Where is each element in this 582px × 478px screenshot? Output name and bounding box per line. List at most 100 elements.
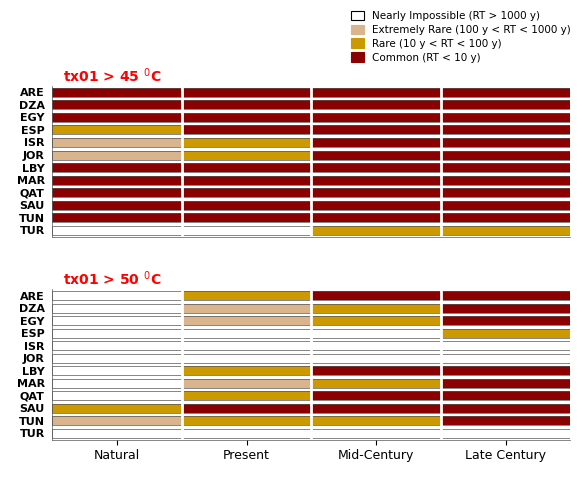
Bar bbox=[52, 316, 182, 325]
Bar bbox=[441, 329, 570, 337]
Bar bbox=[52, 188, 182, 197]
Bar bbox=[52, 88, 570, 97]
Bar bbox=[182, 226, 311, 235]
Bar bbox=[52, 416, 182, 425]
Bar bbox=[52, 366, 570, 375]
Bar bbox=[182, 416, 311, 425]
Bar bbox=[182, 213, 311, 222]
Bar bbox=[441, 354, 570, 363]
Bar bbox=[441, 316, 570, 325]
Bar bbox=[182, 151, 311, 160]
Bar bbox=[52, 100, 570, 109]
Bar bbox=[441, 100, 570, 109]
Bar bbox=[182, 100, 311, 109]
Bar bbox=[182, 354, 311, 363]
Bar bbox=[311, 416, 441, 425]
Bar bbox=[311, 163, 441, 172]
Bar bbox=[52, 416, 570, 425]
Bar bbox=[311, 379, 441, 388]
Bar bbox=[52, 341, 570, 350]
Bar bbox=[311, 341, 441, 350]
Bar bbox=[311, 100, 441, 109]
Bar bbox=[311, 188, 441, 197]
Bar bbox=[52, 113, 570, 122]
Bar bbox=[52, 151, 182, 160]
Text: tx01 > 45 $^0$C: tx01 > 45 $^0$C bbox=[63, 66, 161, 85]
Bar bbox=[52, 100, 182, 109]
Bar bbox=[52, 354, 570, 363]
Bar bbox=[311, 404, 441, 413]
Bar bbox=[52, 213, 570, 222]
Bar bbox=[311, 316, 441, 325]
Bar bbox=[52, 226, 182, 235]
Bar bbox=[52, 304, 570, 313]
Bar bbox=[182, 163, 311, 172]
Bar bbox=[52, 329, 182, 337]
Bar bbox=[441, 291, 570, 300]
Bar bbox=[52, 151, 570, 160]
Bar bbox=[311, 138, 441, 147]
Bar bbox=[311, 175, 441, 185]
Bar bbox=[441, 341, 570, 350]
Bar bbox=[52, 316, 570, 325]
Bar bbox=[441, 201, 570, 210]
Text: tx01 > 50 $^0$C: tx01 > 50 $^0$C bbox=[63, 270, 161, 288]
Bar bbox=[182, 201, 311, 210]
Bar bbox=[52, 404, 182, 413]
Bar bbox=[182, 125, 311, 134]
Bar bbox=[311, 125, 441, 134]
Bar bbox=[182, 138, 311, 147]
Bar bbox=[311, 429, 441, 438]
Bar bbox=[52, 304, 182, 313]
Bar bbox=[441, 213, 570, 222]
Bar bbox=[52, 201, 182, 210]
Bar bbox=[182, 304, 311, 313]
Bar bbox=[311, 88, 441, 97]
Bar bbox=[311, 304, 441, 313]
Bar bbox=[52, 366, 182, 375]
Bar bbox=[182, 316, 311, 325]
Bar bbox=[52, 329, 570, 337]
Bar bbox=[311, 329, 441, 337]
Bar bbox=[311, 151, 441, 160]
Bar bbox=[52, 201, 570, 210]
Bar bbox=[182, 429, 311, 438]
Bar bbox=[52, 138, 182, 147]
Bar bbox=[52, 175, 182, 185]
Bar bbox=[52, 429, 570, 438]
Bar bbox=[311, 201, 441, 210]
Bar bbox=[182, 404, 311, 413]
Bar bbox=[182, 188, 311, 197]
Bar bbox=[441, 379, 570, 388]
Bar bbox=[311, 226, 441, 235]
Bar bbox=[52, 341, 182, 350]
Bar bbox=[52, 125, 570, 134]
Bar bbox=[441, 226, 570, 235]
Bar bbox=[182, 391, 311, 401]
Bar bbox=[52, 354, 182, 363]
Bar bbox=[441, 188, 570, 197]
Bar bbox=[52, 188, 570, 197]
Bar bbox=[182, 88, 311, 97]
Bar bbox=[52, 163, 182, 172]
Bar bbox=[52, 125, 182, 134]
Bar bbox=[52, 429, 182, 438]
Bar bbox=[52, 379, 570, 388]
Bar bbox=[311, 213, 441, 222]
Bar bbox=[52, 379, 182, 388]
Bar bbox=[441, 163, 570, 172]
Bar bbox=[182, 175, 311, 185]
Legend: Nearly Impossible (RT > 1000 y), Extremely Rare (100 y < RT < 1000 y), Rare (10 : Nearly Impossible (RT > 1000 y), Extreme… bbox=[348, 8, 574, 65]
Bar bbox=[441, 88, 570, 97]
Bar bbox=[52, 226, 570, 235]
Bar bbox=[441, 138, 570, 147]
Bar bbox=[52, 163, 570, 172]
Bar bbox=[182, 379, 311, 388]
Bar bbox=[52, 291, 570, 300]
Bar bbox=[441, 151, 570, 160]
Bar bbox=[311, 391, 441, 401]
Bar bbox=[182, 113, 311, 122]
Bar bbox=[182, 341, 311, 350]
Bar bbox=[441, 175, 570, 185]
Bar bbox=[311, 366, 441, 375]
